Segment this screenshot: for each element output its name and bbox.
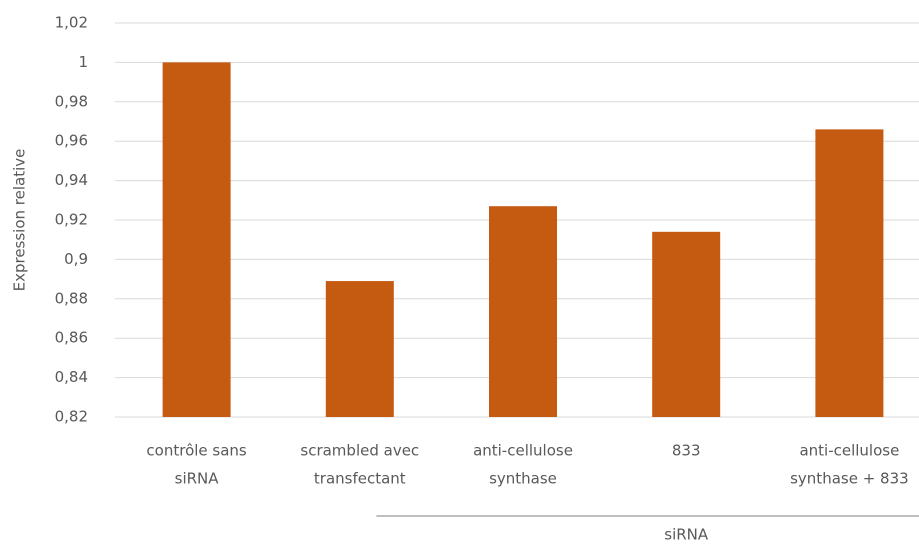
x-tick-label: scrambled avec (300, 442, 419, 460)
bar (162, 62, 231, 418)
y-tick-label: 1,02 (55, 14, 88, 32)
bar (652, 231, 721, 417)
y-tick-label: 0,98 (55, 92, 88, 110)
group-label: siRNA (664, 526, 709, 544)
x-tick-label: contrôle sans (146, 442, 247, 460)
y-tick-label: 0,94 (55, 171, 88, 189)
x-tick-label: transfectant (314, 470, 406, 488)
x-tick-label: synthase + 833 (790, 470, 909, 488)
x-tick-label: anti-cellulose (799, 442, 899, 460)
bar (325, 281, 394, 417)
x-tick-label: 833 (672, 442, 701, 460)
x-tick-label: anti-cellulose (473, 442, 573, 460)
y-tick-label: 1 (78, 53, 88, 71)
y-tick-label: 0,92 (55, 211, 88, 229)
y-tick-label: 0,86 (55, 329, 88, 347)
bar (815, 129, 884, 417)
y-tick-label: 0,9 (64, 250, 88, 268)
bar (489, 206, 557, 417)
x-tick-label: synthase (489, 470, 557, 488)
y-axis-title: Expression relative (11, 149, 29, 292)
y-tick-label: 0,88 (55, 289, 88, 307)
x-tick-label: siRNA (175, 470, 220, 488)
y-tick-label: 0,84 (55, 368, 88, 386)
y-tick-label: 0,82 (55, 408, 88, 426)
y-tick-label: 0,96 (55, 132, 88, 150)
